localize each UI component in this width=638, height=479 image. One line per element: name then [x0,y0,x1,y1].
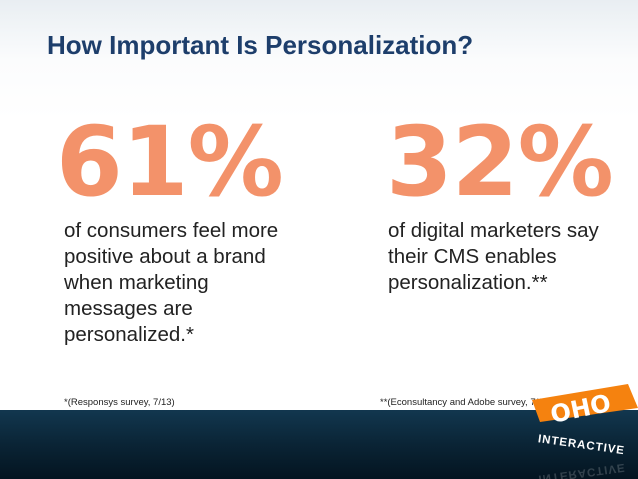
logo-tagline-reflection: INTERACTIVE [538,461,626,479]
slide-title: How Important Is Personalization? [47,30,474,60]
logo-badge [532,384,638,422]
stat-value-marketers: 32% [386,106,614,218]
oho-interactive-logo: OHO INTERACTIVE INTERACTIVE [520,378,638,479]
logo-tagline: INTERACTIVE [537,433,625,457]
stat-value-consumers: 61% [56,106,284,218]
logo-wordmark: OHO [548,389,613,429]
stat-description-consumers: of consumers feel more positive about a … [64,219,279,346]
footer-band [0,410,638,479]
source-note-consumers: *(Responsys survey, 7/13) [64,397,175,408]
stat-description-marketers: of digital marketers say their CMS enabl… [388,219,599,294]
logo-graphic: OHO INTERACTIVE INTERACTIVE [532,384,638,479]
source-note-marketers: **(Econsultancy and Adobe survey, 7/12) [380,397,552,408]
